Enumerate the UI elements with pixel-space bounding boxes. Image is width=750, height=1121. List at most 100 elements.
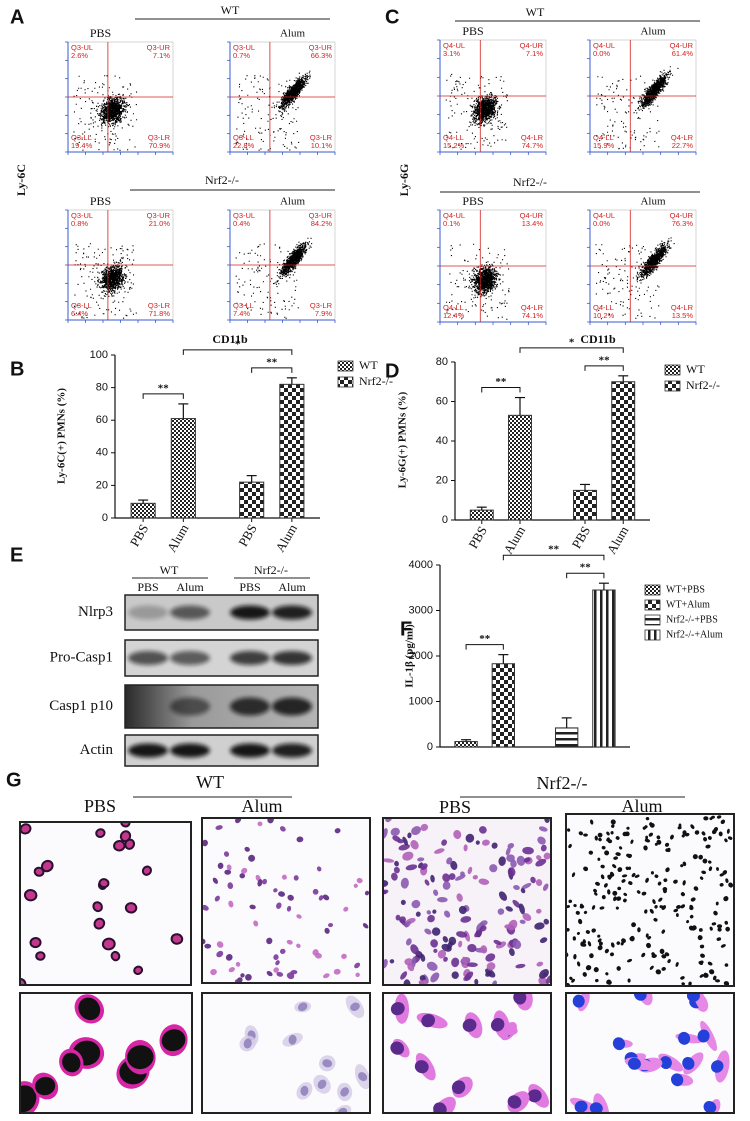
cell (723, 896, 729, 902)
cell (658, 897, 663, 902)
cell (724, 963, 729, 967)
y-tick-label: 60 (436, 395, 448, 407)
cell (322, 894, 330, 901)
y-tick-label: 40 (96, 447, 108, 459)
cell (424, 879, 430, 886)
cell (653, 917, 658, 922)
gate-percent: 15.2% (443, 141, 465, 150)
bar (454, 741, 478, 748)
cell (527, 1089, 542, 1103)
cell (451, 957, 460, 968)
significance-bracket (481, 387, 521, 393)
cell (607, 889, 611, 895)
cell (659, 948, 665, 954)
cell (334, 828, 341, 834)
cell (244, 846, 250, 852)
cell (585, 930, 590, 934)
cell (597, 832, 603, 838)
cell (493, 939, 502, 946)
cell (442, 936, 449, 943)
x-tick-label: Alum (500, 523, 528, 556)
cell (316, 866, 322, 872)
cell (709, 969, 715, 975)
cell (538, 976, 547, 985)
gate-name: Q3-LR (310, 301, 333, 310)
cell (479, 920, 488, 927)
cell (462, 956, 468, 966)
cell (601, 895, 606, 900)
lane-label: PBS (137, 580, 158, 594)
micrograph-frame (382, 817, 552, 986)
cell (170, 933, 184, 945)
gate-name: Q3-LR (148, 301, 171, 310)
cell (670, 834, 674, 840)
gate-name: Q4-UL (443, 211, 465, 220)
cell (214, 895, 220, 902)
bar (170, 418, 196, 519)
cell (507, 867, 516, 877)
cell (245, 973, 252, 981)
gate-percent: 0.4% (233, 219, 250, 228)
cell (389, 959, 395, 964)
cell (427, 914, 435, 923)
cell (314, 952, 322, 959)
cell (588, 850, 594, 855)
gate-name: Q4-UL (443, 41, 465, 50)
cell (649, 908, 654, 914)
cell (611, 824, 615, 828)
cell (726, 828, 730, 834)
gate-percent: 74.1% (522, 311, 544, 320)
cell (404, 958, 414, 966)
cell (582, 972, 587, 977)
y-tick-label: 4000 (409, 559, 433, 571)
gate-percent: 7.1% (526, 49, 543, 58)
cell (701, 870, 707, 875)
cell (424, 928, 432, 935)
cell (534, 922, 545, 930)
panel-label: C (385, 6, 399, 28)
cell (535, 858, 547, 867)
cell (641, 891, 647, 896)
cell (430, 972, 440, 983)
cell (322, 1059, 333, 1068)
cell (585, 965, 592, 971)
cell (630, 839, 634, 844)
cell (659, 905, 664, 909)
cell (595, 881, 600, 886)
cell (720, 819, 726, 825)
cell (710, 815, 715, 819)
gate-percent: 10.2% (593, 311, 615, 320)
gate-name: Q3-UR (309, 43, 333, 52)
cell (355, 972, 360, 978)
cell (426, 961, 438, 971)
y-tick-label: 20 (96, 479, 108, 491)
cell (597, 945, 603, 951)
cell (598, 941, 603, 946)
blot-band (170, 743, 210, 758)
cell (340, 1087, 350, 1097)
cell (430, 874, 435, 883)
cell (645, 835, 649, 840)
cell (621, 874, 628, 878)
sample-label: PBS (90, 26, 111, 40)
cell (417, 857, 425, 862)
cell (681, 982, 685, 986)
cell (279, 826, 286, 832)
gate-percent: 71.8% (149, 309, 171, 318)
cell (568, 899, 573, 904)
legend-label: WT+PBS (666, 584, 705, 595)
cell (286, 905, 292, 912)
cell (296, 914, 302, 919)
y-axis-label: Ly-6G (397, 164, 411, 197)
cell (454, 874, 466, 881)
gate-name: Q4-UR (670, 41, 694, 50)
legend-label: WT+Alum (666, 599, 710, 610)
cell (405, 938, 412, 946)
cell (474, 929, 483, 938)
cell (456, 931, 468, 938)
panel-label: F (400, 618, 412, 640)
legend-swatch (644, 599, 661, 611)
cell (266, 970, 273, 977)
micrograph (566, 993, 734, 1113)
legend-swatch (337, 360, 354, 372)
